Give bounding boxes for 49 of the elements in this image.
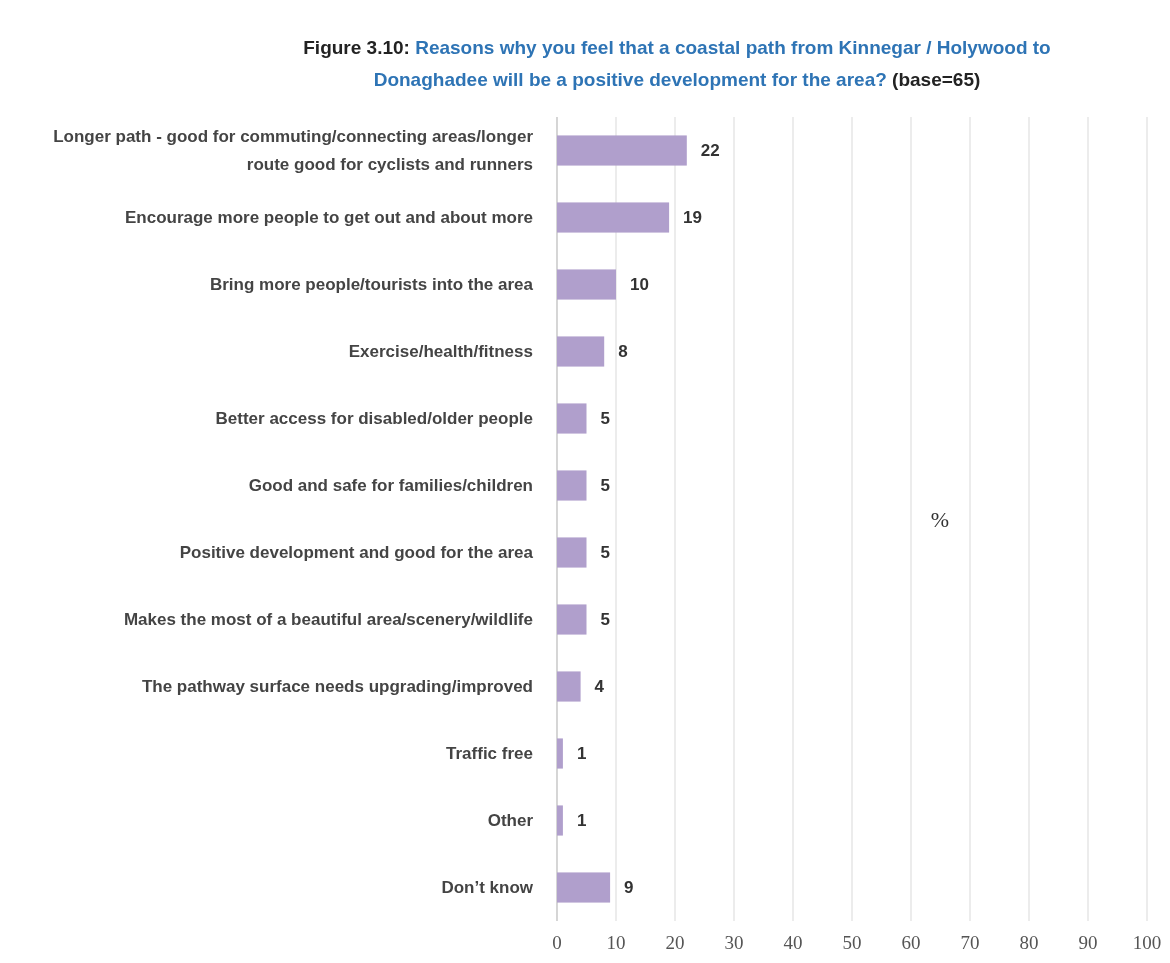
- data-label: 8: [618, 342, 628, 362]
- bar: [557, 805, 563, 836]
- y-tick-label: Good and safe for families/children: [248, 476, 533, 496]
- data-label: 5: [600, 409, 610, 429]
- x-tick-label: 40: [783, 932, 803, 953]
- y-tick-label: Longer path - good for commuting/connecting areas/longer route good for cyclists and runners: [53, 127, 534, 175]
- x-tick-label: 20: [665, 932, 685, 953]
- bar: [557, 403, 587, 434]
- y-tick-label: The pathway surface needs upgrading/improved: [141, 677, 533, 697]
- x-tick-label: 60: [901, 932, 921, 953]
- bar: [557, 537, 587, 568]
- bar: [557, 202, 670, 233]
- bar: [557, 269, 616, 300]
- y-tick-label: Positive development and good for the area: [179, 543, 534, 563]
- data-label: 19: [683, 208, 703, 228]
- y-tick-label: Traffic free: [446, 744, 533, 764]
- bar: [557, 336, 605, 367]
- data-label: 1: [576, 811, 587, 831]
- y-tick-label: Bring more people/tourists into the area: [209, 275, 534, 295]
- y-tick-label: Encourage more people to get out and about more: [124, 208, 533, 228]
- x-tick-label: 80: [1019, 932, 1039, 953]
- x-tick-label: 30: [724, 932, 744, 953]
- data-label: 9: [624, 878, 634, 898]
- x-tick-label: 90: [1078, 932, 1098, 953]
- data-label: 5: [600, 610, 610, 630]
- bar: [557, 135, 687, 166]
- data-label: 22: [700, 141, 720, 161]
- chart-title: Figure 3.10: Reasons why you feel that a coastal path from Kinnegar / Holywood to Donaghadee will be a positive development for the area? (base=65): [303, 37, 1051, 90]
- bar: [557, 470, 587, 501]
- data-label: 5: [600, 476, 610, 496]
- data-label: 5: [600, 543, 610, 563]
- y-tick-label: Exercise/health/fitness: [348, 342, 533, 362]
- y-tick-label: Makes the most of a beautiful area/scenery/wildlife: [123, 610, 533, 630]
- x-tick-label: 0: [552, 932, 562, 953]
- y-tick-label: Other: [487, 811, 534, 831]
- x-tick-label: 100: [1132, 932, 1162, 953]
- data-label: 10: [630, 275, 649, 295]
- x-axis-title: %: [930, 506, 950, 532]
- bar: [557, 872, 611, 903]
- bar: [557, 604, 587, 635]
- y-tick-label: Better access for disabled/older people: [215, 409, 533, 429]
- x-tick-label: 50: [842, 932, 862, 953]
- x-tick-label: 10: [606, 932, 626, 953]
- data-label: 1: [576, 744, 587, 764]
- y-tick-label: Don’t know: [441, 878, 534, 898]
- bar: [557, 738, 563, 769]
- x-tick-label: 70: [960, 932, 980, 953]
- data-label: 4: [594, 677, 605, 697]
- bar: [557, 671, 581, 702]
